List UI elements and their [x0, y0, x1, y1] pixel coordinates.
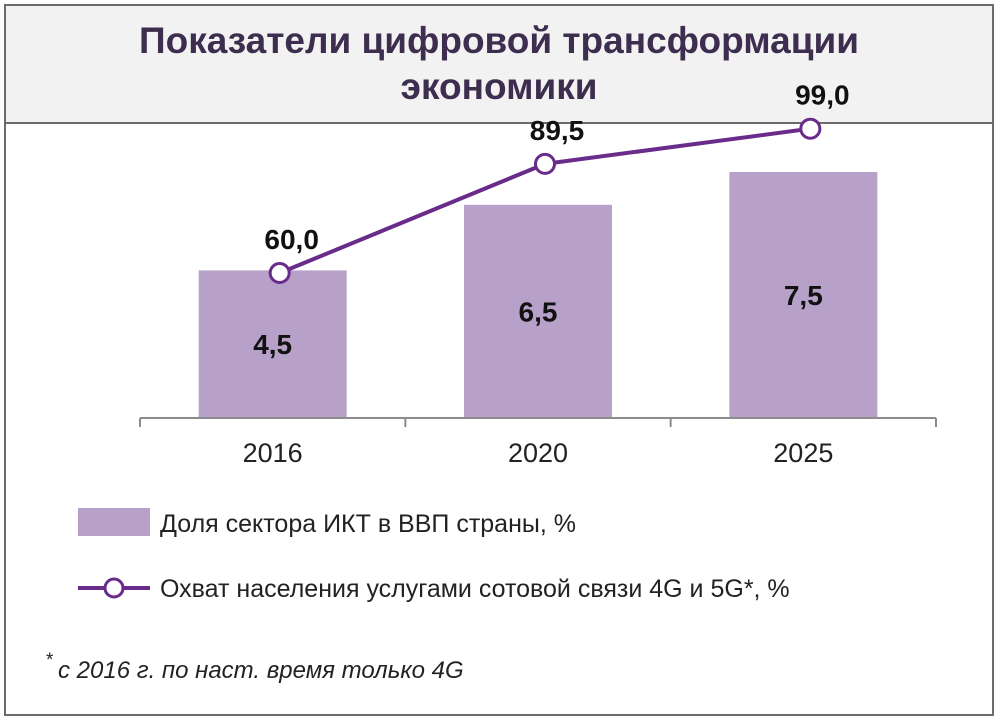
- legend-label-bar: Доля сектора ИКТ в ВВП страны, %: [160, 510, 576, 538]
- footnote-marker: *: [46, 650, 54, 671]
- line-marker: [799, 117, 822, 140]
- line-value-label: 99,0: [795, 80, 850, 111]
- line-marker: [534, 152, 556, 175]
- bar-2025: [729, 172, 878, 418]
- x-tick-label: 2016: [243, 438, 303, 468]
- bar-value-label: 4,5: [253, 329, 292, 360]
- line-value-label: 60,0: [264, 224, 319, 255]
- legend-label-line: Охват населения услугами сотовой связи 4…: [160, 575, 790, 603]
- footnote-text: с 2016 г. по наст. время только 4G: [58, 657, 464, 684]
- bar-2016: [198, 270, 347, 418]
- x-tick-label: 2020: [508, 438, 568, 468]
- legend-swatch-bar: [78, 508, 150, 536]
- title-band: Показатели цифровой трансформации эконом…: [6, 6, 992, 124]
- bar-value-label: 6,5: [519, 296, 558, 327]
- line-marker: [268, 262, 291, 284]
- bar-value-label: 7,5: [784, 280, 823, 311]
- legend-swatch-marker: [103, 577, 125, 599]
- line-value-label: 89,5: [530, 115, 585, 146]
- chart-title: Показатели цифровой трансформации эконом…: [139, 20, 859, 107]
- bar-2020: [464, 204, 612, 418]
- x-tick-label: 2025: [773, 438, 833, 468]
